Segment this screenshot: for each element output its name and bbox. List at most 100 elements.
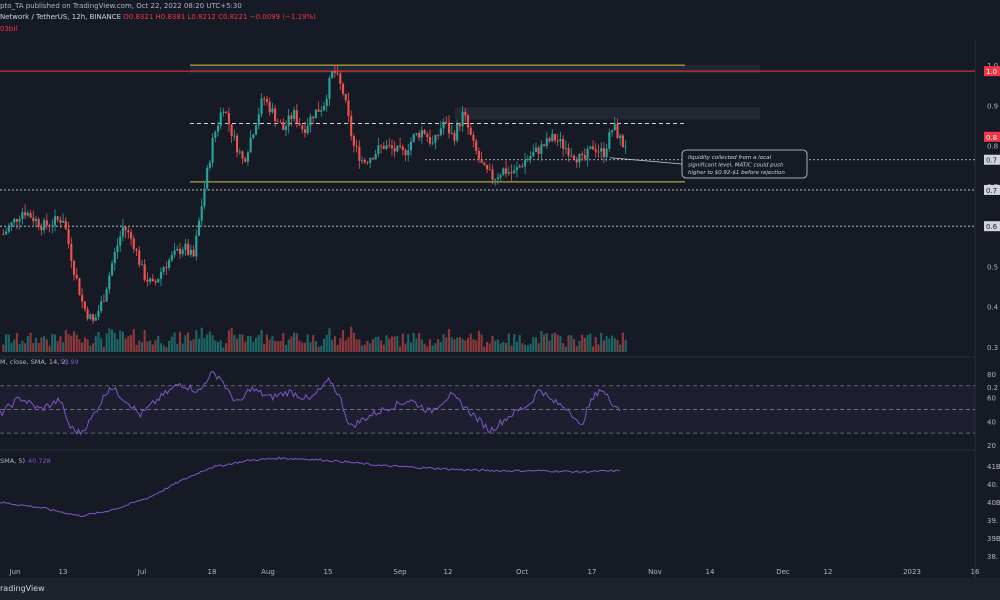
volume-bar [219, 340, 222, 352]
volume-bar [97, 331, 100, 352]
candle-body [502, 168, 505, 176]
volume-bar [333, 336, 336, 352]
price-label-box [984, 131, 1000, 142]
volume-bar [301, 342, 304, 352]
candle-body [325, 98, 328, 107]
volume-bar [597, 344, 600, 352]
volume-bar [480, 334, 483, 352]
candle-body [407, 150, 410, 156]
volume-bar [399, 346, 402, 352]
candle-body [366, 162, 369, 164]
candle-body [551, 133, 554, 142]
candle-body [135, 249, 138, 251]
price-label: 0.6 [986, 223, 998, 231]
candle-body [499, 175, 502, 178]
x-axis-tick: Jun [9, 568, 21, 576]
volume-label: 03bil [0, 25, 18, 33]
volume-bar [56, 341, 59, 352]
candle-body [143, 264, 146, 280]
x-axis-tick: 17 [588, 568, 597, 576]
volume-bar [10, 342, 13, 352]
volume-bar [108, 328, 111, 352]
candle-body [605, 148, 608, 158]
candle-body [219, 112, 222, 126]
volume-bar [613, 338, 616, 352]
candle-body [445, 121, 448, 123]
volume-bar [466, 337, 470, 352]
candle-body [146, 279, 149, 282]
volume-bar [32, 342, 35, 352]
candle-body [485, 164, 489, 170]
candle-body [418, 133, 421, 138]
volume-bar [284, 344, 288, 352]
candle-body [10, 222, 13, 227]
candle-body [238, 151, 241, 153]
candle-body [420, 130, 423, 138]
candle-body [371, 158, 374, 160]
volume-bar [2, 344, 5, 352]
volume-bar [570, 335, 573, 352]
volume-bar [610, 335, 614, 352]
volume-bar [456, 337, 459, 352]
volume-bar [347, 337, 350, 352]
candle-body [206, 167, 209, 189]
symbol-label: Network / TetherUS, 12h, BINANCE [0, 13, 122, 21]
candle-body [396, 145, 399, 152]
volume-bar [216, 341, 220, 352]
volume-bar [423, 343, 426, 352]
candle-body [255, 125, 258, 135]
price-axis-tick: 1.0 [987, 62, 998, 70]
candle-body [583, 155, 586, 159]
volume-bar [159, 343, 163, 352]
candle-body [409, 141, 413, 151]
volume-bar [309, 342, 312, 352]
sma-axis-tick: 41B [987, 463, 1000, 471]
candle-body [105, 289, 108, 302]
volume-bar [208, 331, 211, 352]
volume-bar [235, 338, 239, 352]
candle-body [157, 278, 160, 283]
volume-bar [404, 343, 407, 352]
volume-bar [325, 334, 328, 352]
candle-body [165, 267, 168, 269]
candle-body [235, 135, 239, 153]
candle-body [216, 125, 220, 132]
candle-body [100, 301, 103, 312]
volume-bar [197, 338, 201, 352]
volume-bar [515, 341, 519, 352]
volume-bar [222, 347, 225, 352]
candle-body [233, 135, 236, 137]
price-label: 1.0 [986, 68, 997, 76]
volume-bar [548, 340, 551, 352]
volume-bar [86, 339, 89, 352]
candle-body [21, 212, 24, 220]
candle-body [51, 225, 54, 227]
x-axis-tick: Jul [137, 568, 147, 576]
volume-bar [591, 346, 595, 352]
volume-bar [477, 330, 480, 352]
tradingview-brand[interactable]: radingView [0, 584, 45, 593]
volume-bar [287, 339, 290, 352]
candle-body [380, 145, 383, 147]
candle-body [24, 212, 27, 216]
volume-bar [184, 335, 187, 352]
candle-body [385, 145, 388, 149]
volume-bar [564, 346, 567, 352]
candle-body [94, 317, 97, 321]
volume-bar [352, 332, 355, 352]
candle-body [619, 135, 622, 138]
volume-bar [15, 333, 19, 352]
volume-bar [358, 339, 361, 352]
candle-body [491, 169, 494, 180]
volume-bar [472, 339, 475, 352]
footer-bar: radingView [0, 578, 1000, 600]
candle-body [127, 230, 130, 233]
volume-bar [203, 338, 206, 352]
volume-bar [157, 335, 160, 352]
candle-body [456, 124, 459, 141]
candle-body [113, 251, 116, 264]
volume-bar [412, 332, 415, 352]
candle-body [181, 249, 184, 255]
candle-body [140, 264, 144, 266]
